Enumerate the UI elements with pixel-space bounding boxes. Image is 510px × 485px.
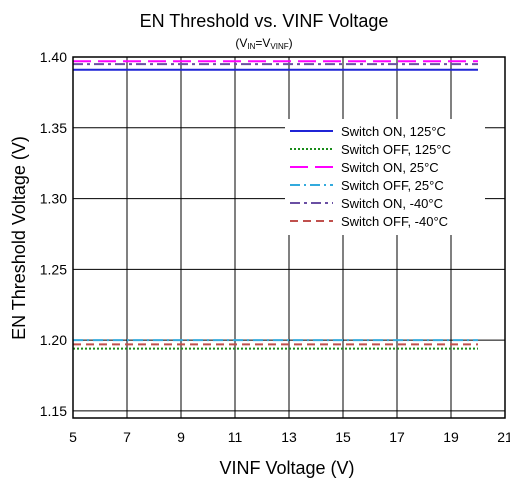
x-tick-label: 9 xyxy=(177,429,185,445)
x-tick-label: 5 xyxy=(69,429,77,445)
legend-label: Switch ON, 25°C xyxy=(341,160,439,175)
plot-area-frame xyxy=(72,56,506,419)
y-tick-label: 1.35 xyxy=(40,120,67,136)
legend-background xyxy=(285,119,485,235)
y-tick-label: 1.20 xyxy=(40,332,67,348)
x-tick-label: 19 xyxy=(443,429,459,445)
y-tick-label: 1.30 xyxy=(40,191,67,207)
chart-title: EN Threshold vs. VINF Voltage xyxy=(140,11,389,31)
x-tick-label: 21 xyxy=(497,429,510,445)
x-tick-label: 17 xyxy=(389,429,405,445)
legend-label: Switch OFF, 125°C xyxy=(341,142,451,157)
y-tick-label: 1.25 xyxy=(40,261,67,277)
y-tick-label: 1.15 xyxy=(40,403,67,419)
legend-label: Switch OFF, 25°C xyxy=(341,178,444,193)
legend: Switch ON, 125°C Switch OFF, 125°C Switch … xyxy=(285,119,485,235)
x-tick-label: 13 xyxy=(281,429,297,445)
x-tick-label: 15 xyxy=(335,429,351,445)
series-lines xyxy=(73,60,478,350)
y-tick-label: 1.40 xyxy=(40,49,67,65)
legend-label: Switch ON, -40°C xyxy=(341,196,443,211)
chart-subtitle: (VIN=VVINF) xyxy=(235,36,292,51)
x-tick-label: 11 xyxy=(228,429,243,445)
y-axis-label: EN Threshold Voltage (V) xyxy=(9,136,29,340)
x-axis-label: VINF Voltage (V) xyxy=(219,458,354,478)
legend-label: Switch ON, 125°C xyxy=(341,124,446,139)
tick-labels: 5 7 9 11 13 15 17 19 21 1.15 1.20 1.25 1.30 1.35 1.40 xyxy=(40,49,510,445)
x-tick-label: 7 xyxy=(123,429,131,445)
legend-label: Switch OFF, -40°C xyxy=(341,214,448,229)
grid xyxy=(73,57,505,418)
